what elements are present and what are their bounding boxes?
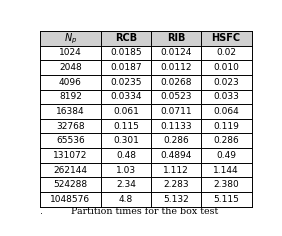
Text: 1.03: 1.03 [116, 165, 136, 174]
Text: .: . [39, 207, 43, 216]
Text: 0.0124: 0.0124 [160, 48, 191, 58]
Text: HSFC: HSFC [212, 33, 241, 43]
Text: 2.380: 2.380 [213, 180, 239, 189]
Text: 0.0187: 0.0187 [110, 63, 142, 72]
Text: 131072: 131072 [53, 151, 87, 160]
Text: 0.4894: 0.4894 [160, 151, 191, 160]
Text: 0.0711: 0.0711 [160, 107, 192, 116]
Text: 0.48: 0.48 [116, 151, 136, 160]
Text: $N_p$: $N_p$ [64, 31, 77, 46]
Text: 0.1133: 0.1133 [160, 122, 192, 131]
Text: 65536: 65536 [56, 136, 85, 145]
Bar [39, 46, 252, 206]
Text: 8192: 8192 [59, 92, 82, 101]
Text: RIB: RIB [167, 33, 185, 43]
Text: 2048: 2048 [59, 63, 82, 72]
Text: 0.0334: 0.0334 [110, 92, 142, 101]
Text: 5.115: 5.115 [213, 195, 239, 204]
Text: 262144: 262144 [53, 165, 87, 174]
Text: 0.0268: 0.0268 [160, 78, 191, 87]
Text: 0.49: 0.49 [216, 151, 236, 160]
Text: 0.119: 0.119 [213, 122, 239, 131]
Text: 0.02: 0.02 [216, 48, 236, 58]
Text: 16384: 16384 [56, 107, 85, 116]
Text: 0.023: 0.023 [213, 78, 239, 87]
Text: 0.0185: 0.0185 [110, 48, 142, 58]
Text: 0.0112: 0.0112 [160, 63, 191, 72]
Text: 0.0523: 0.0523 [160, 92, 191, 101]
Text: 0.286: 0.286 [213, 136, 239, 145]
Text: 1048576: 1048576 [50, 195, 91, 204]
Text: RCB: RCB [115, 33, 137, 43]
Text: 1.112: 1.112 [163, 165, 189, 174]
Text: Partition times for the box test: Partition times for the box test [71, 207, 218, 216]
Text: 1024: 1024 [59, 48, 82, 58]
Text: 4096: 4096 [59, 78, 82, 87]
Text: 0.033: 0.033 [213, 92, 239, 101]
Text: 4.8: 4.8 [119, 195, 133, 204]
Bar [39, 31, 252, 46]
Text: 0.061: 0.061 [113, 107, 139, 116]
Text: 524288: 524288 [53, 180, 87, 189]
Text: 2.283: 2.283 [163, 180, 189, 189]
Text: 2.34: 2.34 [116, 180, 136, 189]
Text: 0.064: 0.064 [213, 107, 239, 116]
Text: 32768: 32768 [56, 122, 85, 131]
Text: 0.0235: 0.0235 [110, 78, 142, 87]
Text: 0.115: 0.115 [113, 122, 139, 131]
Text: 5.132: 5.132 [163, 195, 189, 204]
Text: 0.301: 0.301 [113, 136, 139, 145]
Text: 1.144: 1.144 [213, 165, 239, 174]
Text: 0.010: 0.010 [213, 63, 239, 72]
Text: 0.286: 0.286 [163, 136, 189, 145]
